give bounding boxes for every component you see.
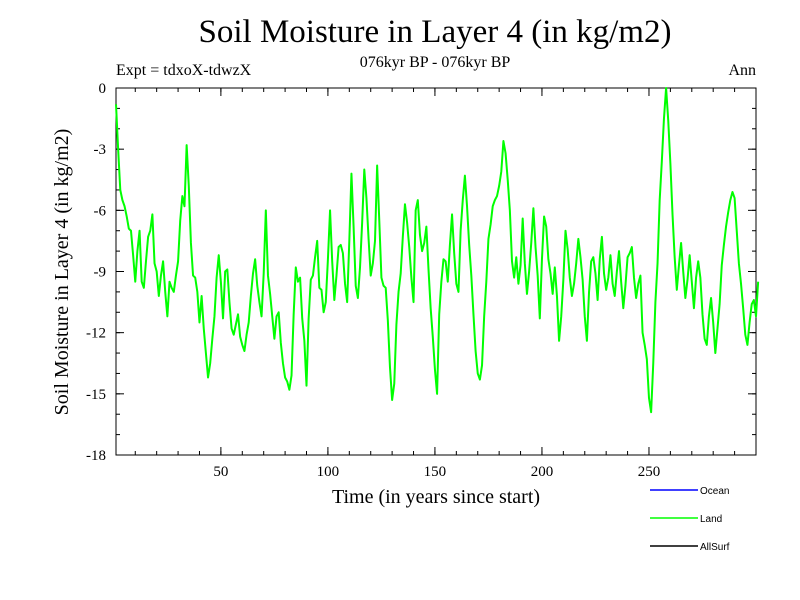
- legend: Ocean Land AllSurf: [650, 486, 730, 553]
- plot-area-frame: [115, 87, 757, 456]
- y-tick-label: -9: [94, 265, 107, 281]
- x-tick-label: 200: [531, 464, 554, 480]
- x-tick-label: 150: [424, 464, 447, 480]
- y-axis-label: Soil Moisture in Layer 4 (in kg/m2): [51, 129, 73, 416]
- x-tick-label: 100: [317, 464, 340, 480]
- chart-subtitle: 076kyr BP - 076kyr BP: [359, 54, 511, 71]
- y-tick-label: -3: [94, 142, 107, 158]
- chart-title: Soil Moisture in Layer 4 (in kg/m2): [198, 14, 672, 50]
- y-tick-label: -15: [86, 387, 106, 403]
- y-tick-label: -18: [86, 448, 106, 464]
- series-layer: [115, 87, 760, 414]
- y-tick-label: -12: [86, 326, 106, 342]
- axis-tick-labels: 50 100 150 200 250 0 -3 -6 -9 -12 -15 -18: [86, 81, 660, 480]
- season-label: Ann: [728, 62, 756, 79]
- experiment-label: Expt = tdxoX-tdwzX: [116, 62, 252, 79]
- x-tick-label: 50: [213, 464, 228, 480]
- x-axis-label: Time (in years since start): [332, 486, 540, 508]
- x-tick-label: 250: [638, 464, 661, 480]
- legend-label: Ocean: [700, 486, 729, 497]
- legend-label: AllSurf: [700, 542, 730, 553]
- y-tick-label: -6: [94, 203, 107, 219]
- y-tick-label: 0: [99, 81, 107, 97]
- series-line-land: [115, 87, 760, 414]
- legend-label: Land: [700, 514, 722, 525]
- axis-ticks: [116, 87, 756, 456]
